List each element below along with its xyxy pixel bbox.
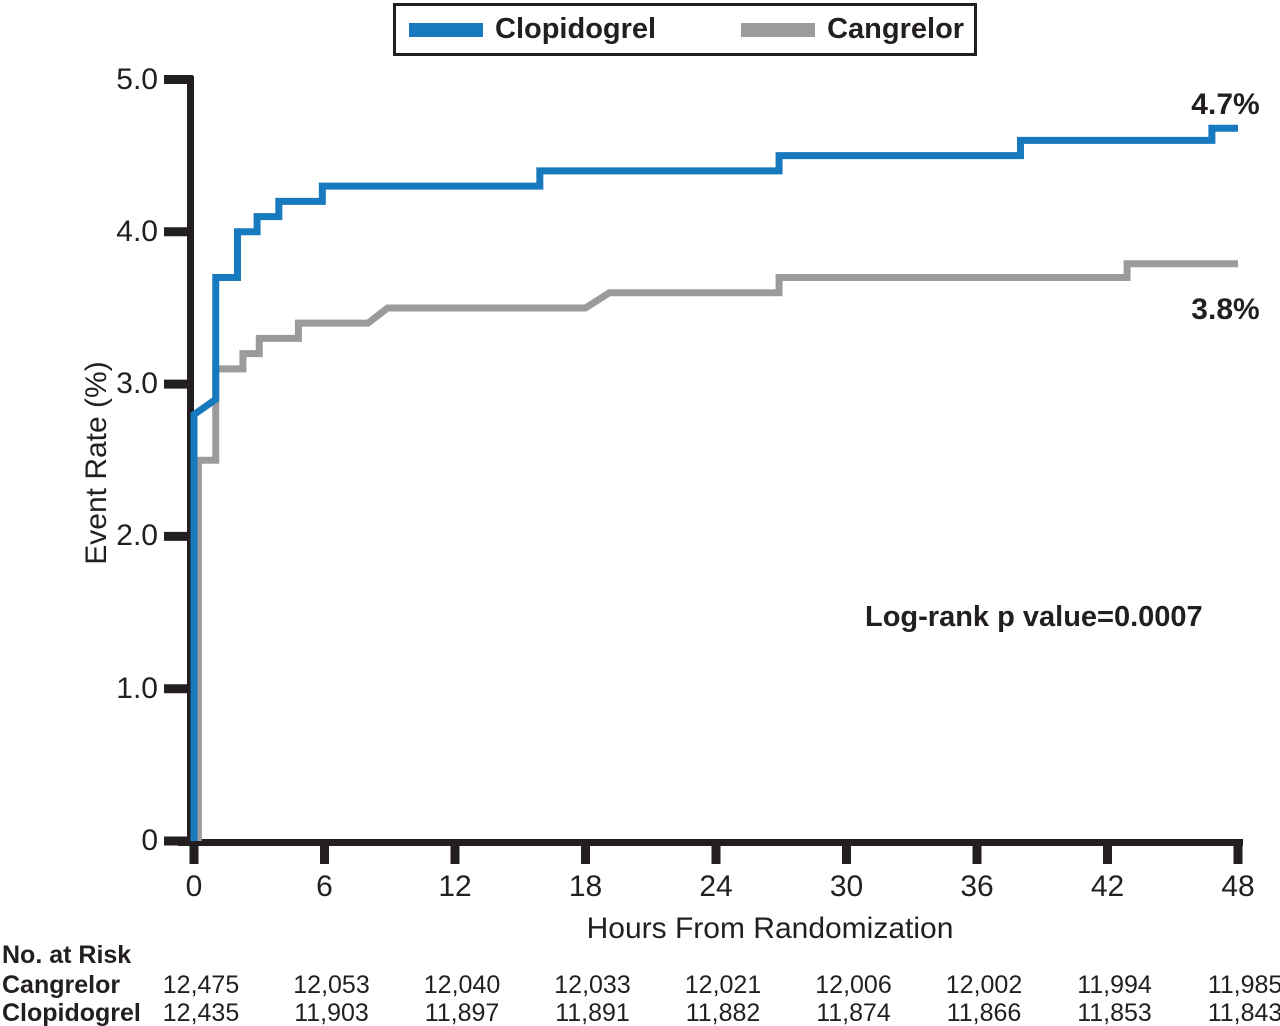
risk-cell: 11,843: [1207, 999, 1280, 1026]
risk-cell: 12,002: [945, 971, 1023, 999]
risk-cell: 12,021: [684, 971, 762, 999]
risk-cell: 11,874: [816, 999, 891, 1026]
risk-cell: 11,985: [1207, 971, 1280, 999]
x-axis-title: Hours From Randomization: [586, 912, 954, 945]
axis-ticks: [164, 75, 1243, 864]
risk-cell: 12,033: [554, 971, 631, 999]
logrank-annotation: Log-rank p value=0.0007: [865, 601, 1203, 633]
risk-cell: 11,994: [1077, 971, 1152, 999]
y-tick-label: 4.0: [116, 214, 158, 248]
x-tick-label: 36: [960, 870, 994, 903]
clopidogrel-end-label: 4.7%: [1191, 88, 1260, 121]
risk-cell: 11,897: [424, 999, 500, 1026]
x-tick-label: 30: [829, 870, 864, 903]
y-tick-label: 5.0: [116, 62, 158, 96]
y-tick-label: 0: [141, 824, 158, 857]
x-tick-label: 6: [316, 870, 333, 903]
risk-cell: 12,053: [293, 971, 370, 999]
x-tick-label: 12: [438, 870, 472, 903]
risk-cell: 12,475: [162, 971, 240, 999]
legend-label-cangrelor: Cangrelor: [827, 13, 965, 45]
y-tick-label: 2.0: [116, 519, 158, 553]
x-tick-label: 18: [568, 870, 603, 903]
clopidogrel-swatch-icon: [409, 22, 483, 37]
x-tick-label: 42: [1090, 870, 1125, 903]
risk-row-label-clopidogrel: Clopidogrel: [2, 999, 141, 1026]
y-tick-label: 3.0: [116, 367, 158, 401]
risk-cell: 11,866: [946, 999, 1022, 1026]
curve-cangrelor: [194, 260, 1238, 841]
cangrelor-swatch-icon: [741, 22, 816, 37]
risk-cell: 11,882: [685, 999, 761, 1026]
curve-clopidogrel: [190, 124, 1238, 841]
risk-cell: 12,006: [815, 971, 892, 999]
risk-cell: 11,903: [294, 999, 369, 1026]
x-tick-label: 24: [699, 870, 733, 903]
survival-curves: [190, 124, 1238, 841]
legend: Clopidogrel Cangrelor: [393, 3, 977, 56]
risk-cell: 11,853: [1077, 999, 1152, 1026]
risk-cell: 12,040: [423, 971, 501, 999]
x-tick-label: 48: [1221, 870, 1255, 903]
y-tick-label: 1.0: [116, 671, 158, 705]
legend-label-clopidogrel: Clopidogrel: [495, 13, 657, 45]
risk-row-label-cangrelor: Cangrelor: [2, 971, 121, 999]
risk-table-title: No. at Risk: [2, 941, 132, 969]
cangrelor-end-label: 3.8%: [1191, 293, 1260, 326]
risk-cell: 12,435: [162, 999, 240, 1026]
x-tick-label: 0: [185, 870, 203, 903]
risk-cell: 11,891: [555, 999, 630, 1026]
